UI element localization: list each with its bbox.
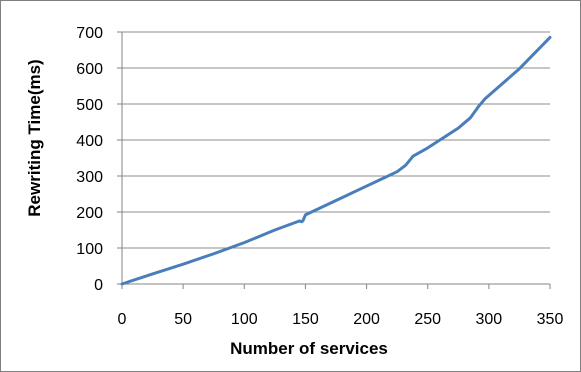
x-tick-label: 50 (174, 311, 192, 328)
series-group (120, 35, 552, 286)
x-tick-label: 150 (292, 311, 319, 328)
y-axis-title: Rewriting Time(ms) (25, 59, 44, 216)
gridlines (122, 31, 550, 249)
x-tick-label: 300 (476, 311, 503, 328)
axes (117, 31, 551, 289)
tick-labels: 0 100 200 300 400 500 600 700 0 50 100 150 200 250 300… (76, 25, 563, 328)
x-tick-label: 200 (353, 311, 380, 328)
x-tick-label: 0 (118, 311, 127, 328)
x-tick-label: 100 (231, 311, 258, 328)
y-tick-label: 400 (76, 133, 103, 150)
y-tick-label: 500 (76, 97, 103, 114)
y-tick-label: 0 (94, 277, 103, 294)
y-tick-label: 100 (76, 241, 103, 258)
y-tick-label: 200 (76, 205, 103, 222)
x-axis-title: Number of services (230, 339, 388, 358)
y-tick-label: 300 (76, 169, 103, 186)
y-tick-label: 700 (76, 25, 103, 42)
x-tick-label: 350 (537, 311, 564, 328)
x-tick-label: 250 (414, 311, 441, 328)
series-line (120, 35, 552, 286)
y-tick-label: 600 (76, 61, 103, 78)
